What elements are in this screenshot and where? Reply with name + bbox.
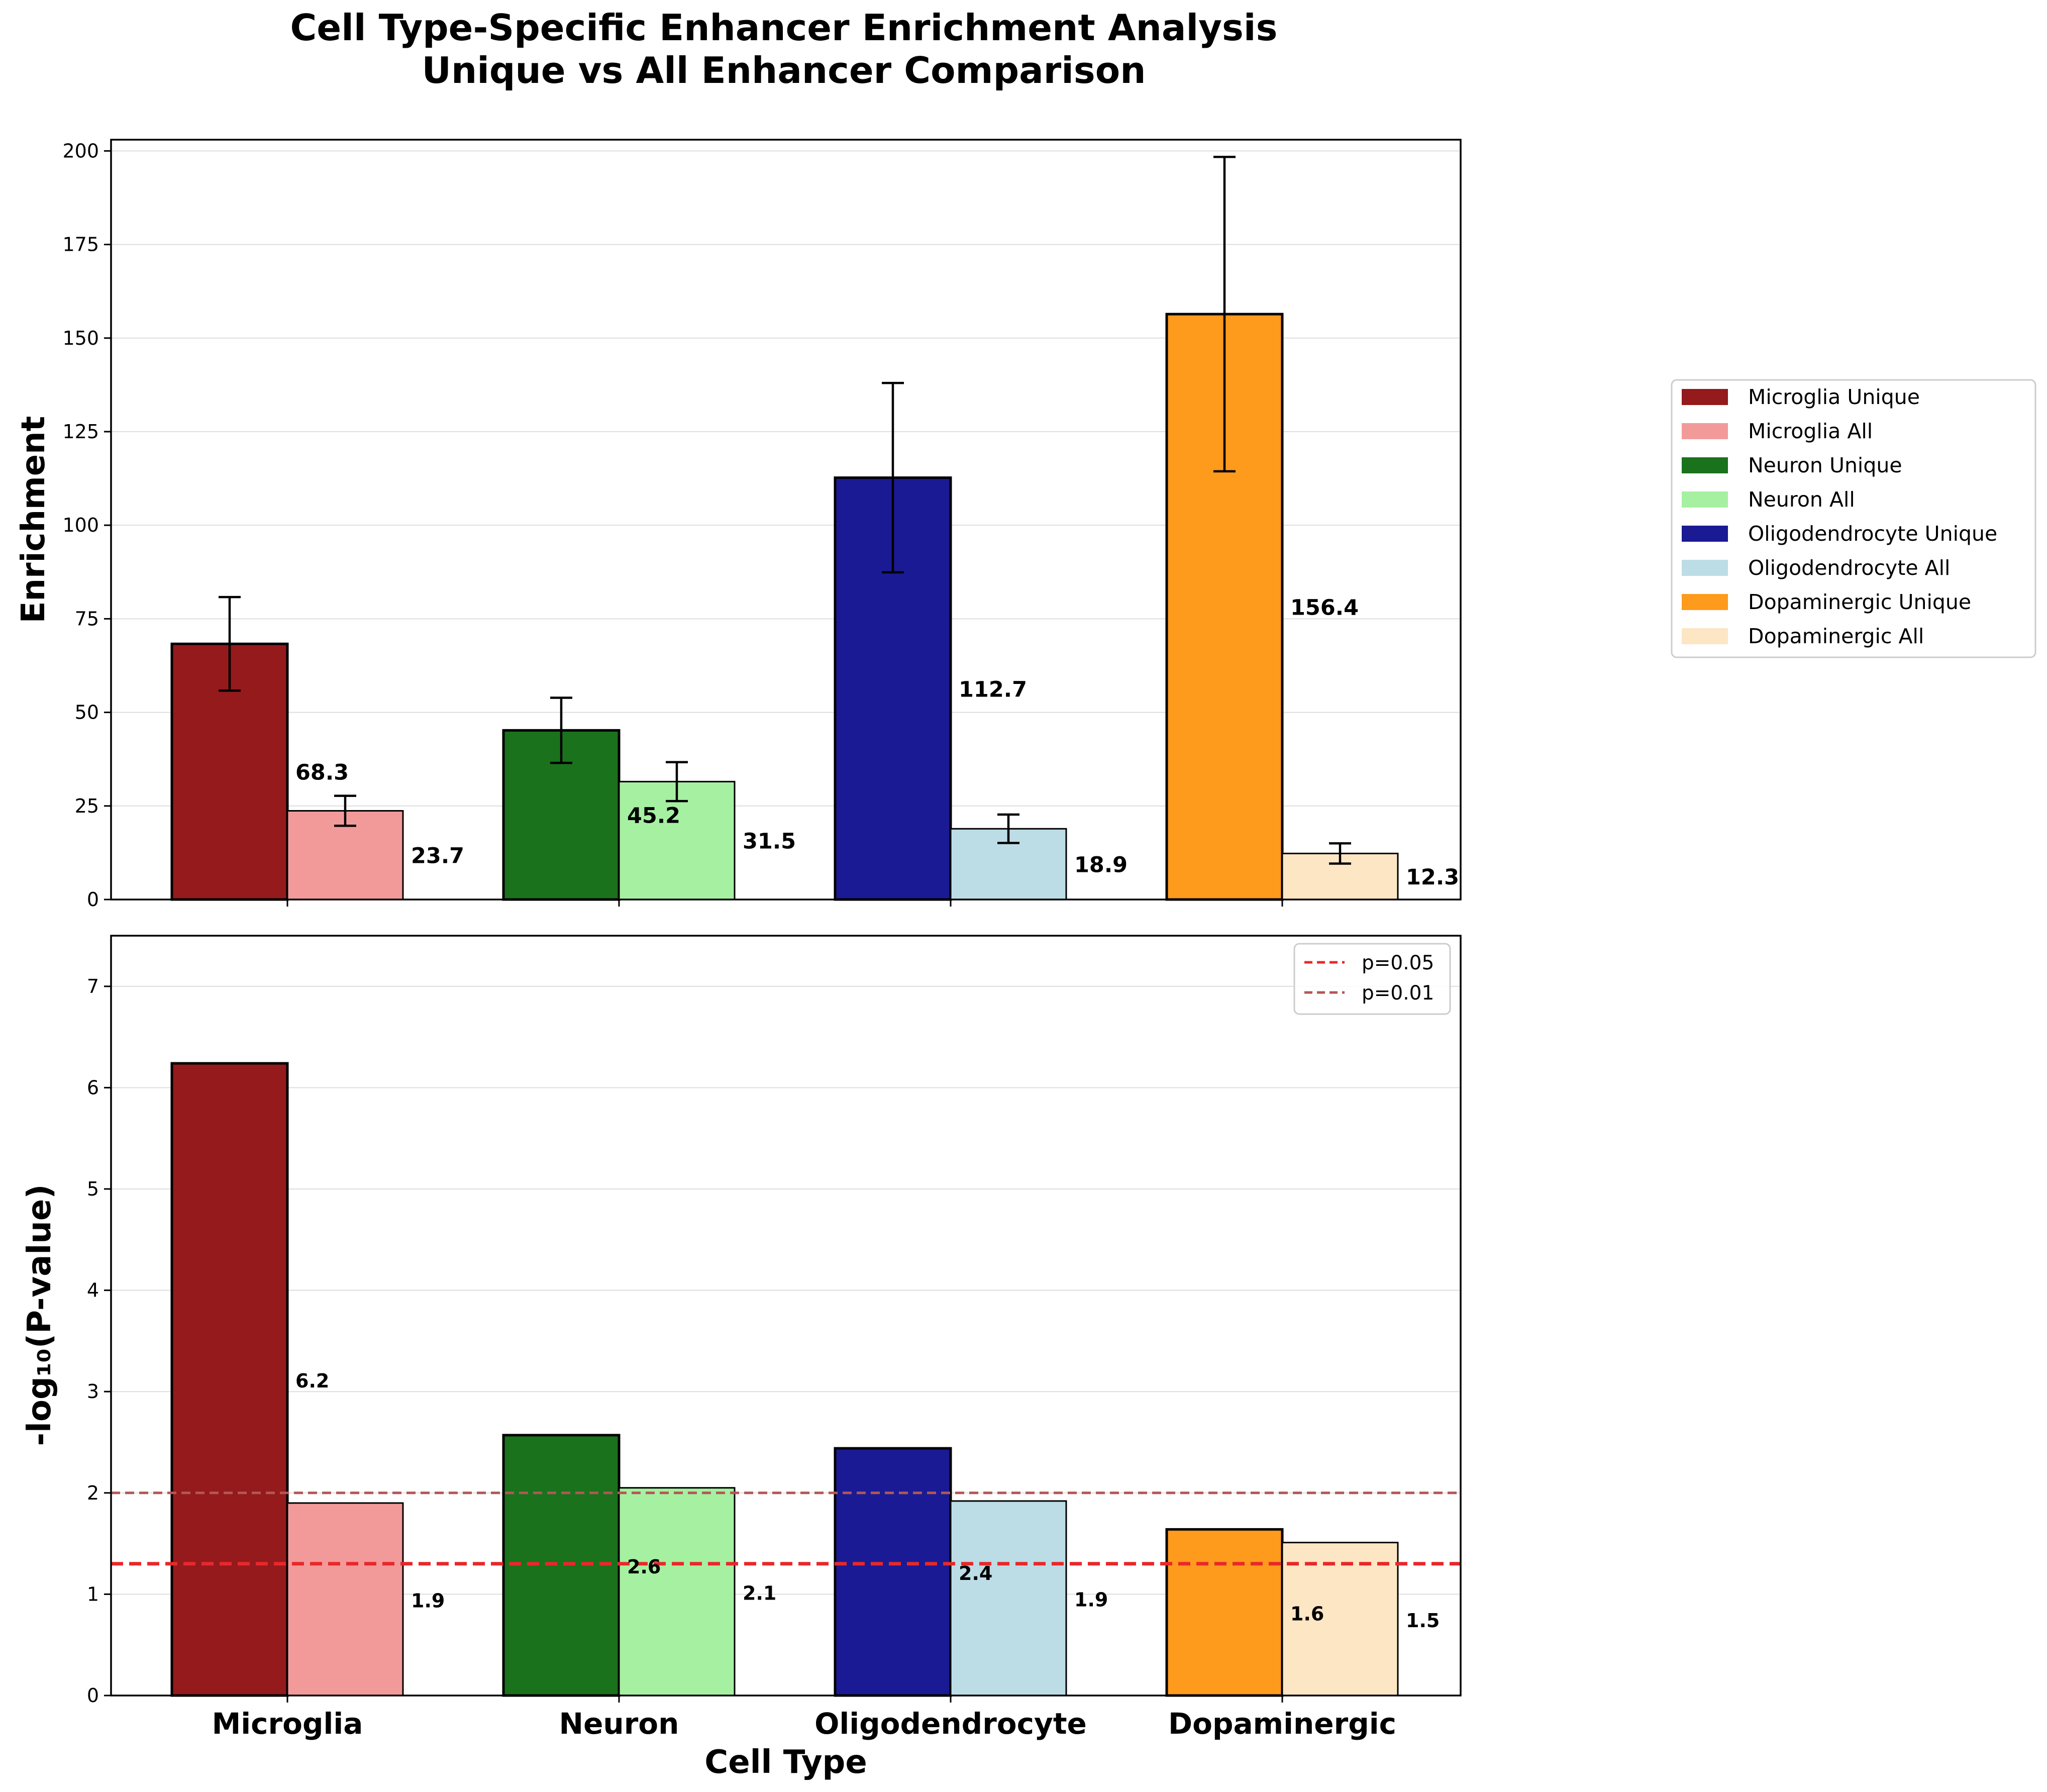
value-label-neuron-all: 2.1	[743, 1582, 776, 1604]
legend-swatch-dopaminergic-unique	[1682, 594, 1728, 610]
value-label-microglia-unique: 68.3	[295, 760, 349, 785]
enrichment-y-axis-label: Enrichment	[15, 416, 52, 624]
legend-swatch-microglia-unique	[1682, 389, 1728, 405]
y-tick-label: 7	[87, 975, 99, 998]
bar-microglia-unique	[170, 1062, 289, 1697]
legend-label-p01: p=0.01	[1362, 982, 1434, 1005]
x-tick-label-microglia: Microglia	[212, 1707, 363, 1741]
bar-dopaminergic-all	[1281, 1542, 1399, 1697]
value-label-dopaminergic-all: 1.5	[1406, 1610, 1440, 1632]
y-tick-label: 25	[75, 795, 99, 817]
value-label-dopaminergic-unique: 156.4	[1290, 595, 1359, 621]
pvalue-panel: 6.2 1.9 2.6 2.1 2.4 1.9 1.6 1.5 0 1 2 3 4 5 6 7 Microg…	[21, 935, 1462, 1781]
x-axis-label: Cell Type	[704, 1744, 867, 1781]
y-tick-label: 3	[87, 1380, 99, 1403]
value-label-microglia-all: 1.9	[411, 1589, 445, 1612]
legend-label-neuron-all: Neuron All	[1748, 487, 1855, 512]
y-tick-label: 125	[62, 421, 99, 443]
pvalue-axes-frame	[110, 935, 1462, 1697]
bar-dopaminergic-unique	[1165, 1528, 1284, 1697]
legend-label-dopaminergic-unique: Dopaminergic Unique	[1748, 590, 1971, 614]
y-tick-label: 4	[87, 1279, 99, 1302]
legend-label-dopaminergic-all: Dopaminergic All	[1748, 624, 1924, 648]
y-tick-label: 6	[87, 1076, 99, 1099]
y-tick-label: 50	[75, 702, 99, 724]
enrichment-panel: 68.3 23.7 45.2 31.5 112.7 18.9 156.4 12.3 0 25 50…	[15, 139, 1462, 911]
enrichment-value-labels: 68.3 23.7 45.2 31.5 112.7 18.9 156.4 12.3	[295, 595, 1459, 890]
legend-label-neuron-unique: Neuron Unique	[1748, 453, 1902, 477]
value-label-oligodendrocyte-all: 1.9	[1074, 1588, 1108, 1611]
pvalue-x-ticks: Microglia Neuron Oligodendrocyte Dopaminerg…	[212, 1696, 1396, 1741]
value-label-oligodendrocyte-unique: 2.4	[959, 1562, 992, 1584]
pvalue-y-axis-label: -log₁₀(P-value)	[21, 1184, 58, 1446]
enrichment-y-ticks: 0 25 50 75 100 125 150 175 200	[62, 140, 111, 911]
pvalue-bars	[170, 1062, 1399, 1697]
legend-swatch-neuron-unique	[1682, 457, 1728, 473]
bar-microglia-all	[286, 1502, 404, 1697]
x-tick-label-oligodendrocyte: Oligodendrocyte	[814, 1707, 1087, 1741]
value-label-neuron-unique: 45.2	[627, 804, 680, 829]
enrichment-x-ticks	[286, 900, 1283, 907]
significance-threshold-lines	[111, 1491, 1461, 1566]
y-tick-label: 0	[87, 888, 99, 911]
x-tick-label-neuron: Neuron	[559, 1707, 679, 1741]
bar-oligodendrocyte-unique	[834, 1447, 952, 1697]
enrichment-error-bars	[219, 156, 1351, 865]
y-tick-label: 5	[87, 1178, 99, 1200]
legend-swatch-microglia-all	[1682, 423, 1728, 439]
y-tick-label: 1	[87, 1583, 99, 1605]
value-label-oligodendrocyte-unique: 112.7	[959, 677, 1027, 702]
value-label-neuron-unique: 2.6	[627, 1556, 661, 1578]
value-label-microglia-unique: 6.2	[295, 1370, 329, 1392]
value-label-neuron-all: 31.5	[743, 829, 796, 854]
threshold-legend: p=0.05 p=0.01	[1293, 943, 1451, 1015]
y-tick-label: 2	[87, 1482, 99, 1504]
legend-label-microglia-all: Microglia All	[1748, 419, 1873, 443]
legend-label-oligodendrocyte-all: Oligodendrocyte All	[1748, 556, 1950, 580]
pvalue-y-ticks: 0 1 2 3 4 5 6 7	[87, 975, 111, 1707]
y-tick-label: 150	[62, 327, 99, 349]
value-label-dopaminergic-unique: 1.6	[1290, 1603, 1324, 1625]
y-tick-label: 0	[87, 1684, 99, 1707]
y-tick-label: 75	[75, 608, 99, 630]
bar-oligodendrocyte-all	[950, 1500, 1067, 1697]
x-tick-label-dopaminergic: Dopaminergic	[1168, 1707, 1396, 1741]
value-label-dopaminergic-all: 12.3	[1406, 865, 1459, 890]
value-label-microglia-all: 23.7	[411, 844, 464, 869]
legend-label-oligodendrocyte-unique: Oligodendrocyte Unique	[1748, 522, 1997, 546]
legend-label-microglia-unique: Microglia Unique	[1748, 385, 1920, 409]
y-tick-label: 100	[62, 514, 99, 536]
pvalue-value-labels: 6.2 1.9 2.6 2.1 2.4 1.9 1.6 1.5	[295, 1370, 1440, 1632]
legend-label-p05: p=0.05	[1362, 952, 1434, 974]
value-label-oligodendrocyte-all: 18.9	[1074, 853, 1128, 878]
legend-swatch-dopaminergic-all	[1682, 628, 1728, 644]
legend-swatch-oligodendrocyte-all	[1682, 560, 1728, 576]
cell-type-legend: Microglia Unique Microglia All Neuron Uniq…	[1671, 379, 2036, 658]
figure-title-line2: Unique vs All Enhancer Comparison	[422, 49, 1146, 91]
legend-swatch-neuron-all	[1682, 491, 1728, 508]
enrichment-axes-frame	[110, 139, 1462, 901]
y-tick-label: 175	[62, 234, 99, 256]
y-tick-label: 200	[62, 140, 99, 162]
bar-neuron-all	[618, 1487, 736, 1697]
legend-swatch-oligodendrocyte-unique	[1682, 526, 1728, 542]
figure-title-line1: Cell Type-Specific Enhancer Enrichment A…	[290, 7, 1278, 49]
